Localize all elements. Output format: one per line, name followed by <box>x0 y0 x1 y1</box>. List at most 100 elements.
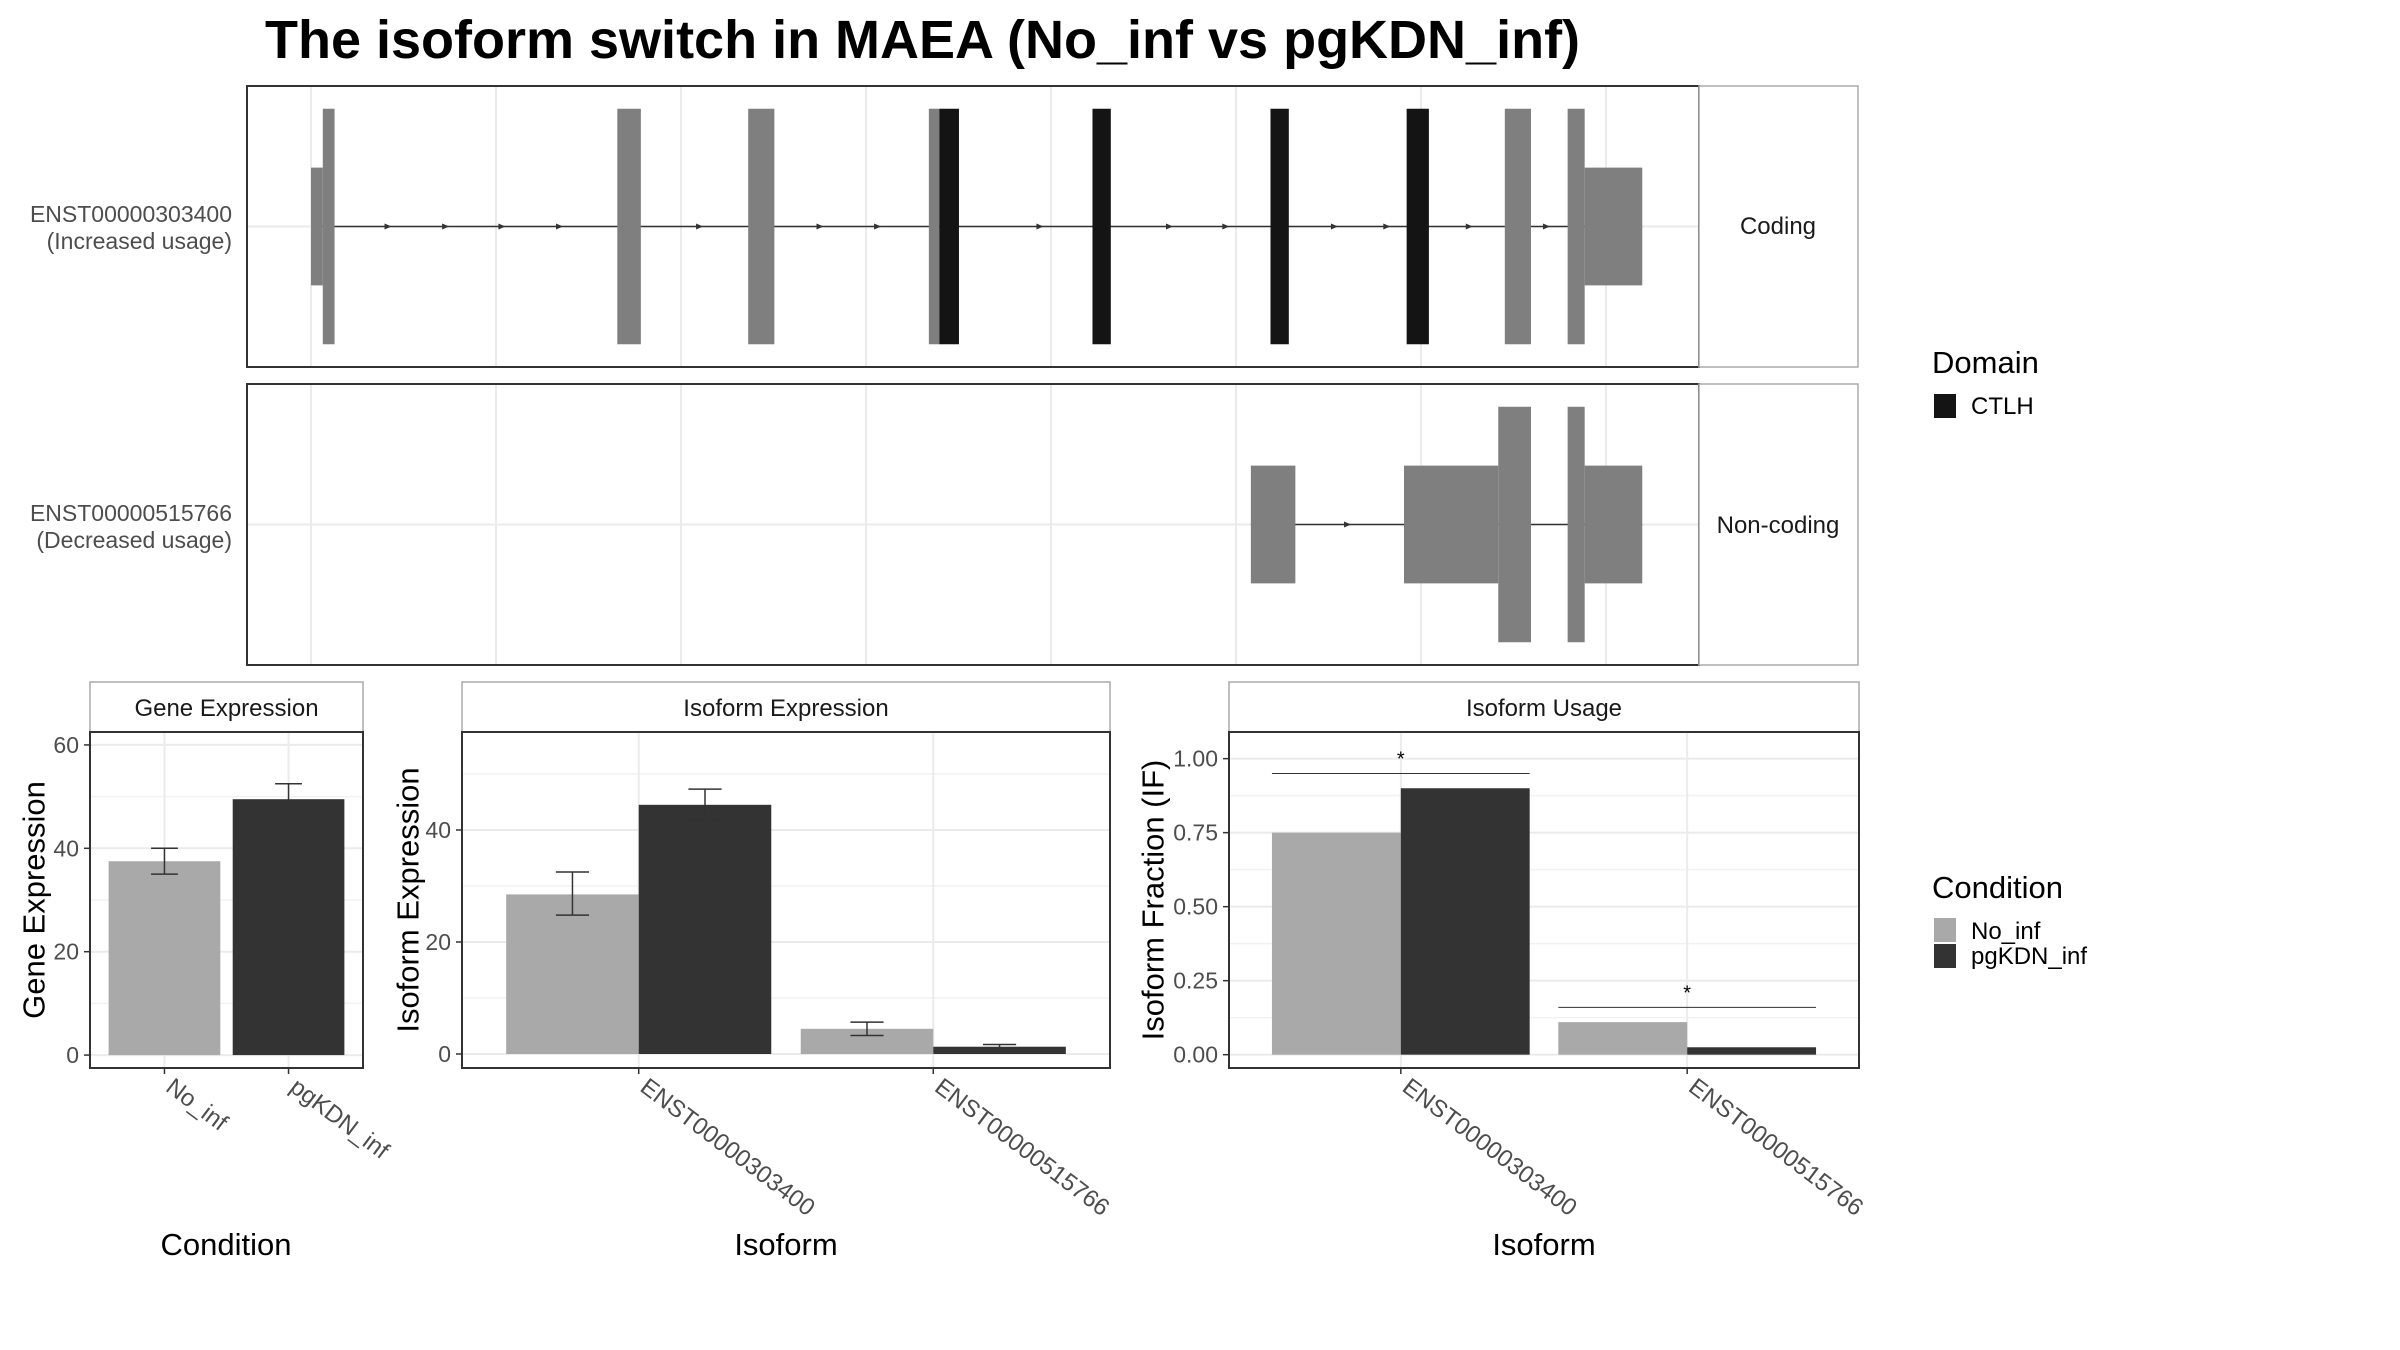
condition-legend-title: Condition <box>1932 870 2063 905</box>
x-tick-label: ENST00000515766 <box>1684 1073 1869 1221</box>
exon <box>1584 465 1643 584</box>
bar-pgkdn-inf <box>933 1046 1066 1054</box>
intron-direction-arrow <box>1344 521 1352 528</box>
plot-panel-border <box>89 731 364 1069</box>
x-axis-title: Isoform <box>1492 1227 1595 1262</box>
significance-star: * <box>1683 982 1691 1004</box>
intron-direction-arrow <box>1383 223 1391 230</box>
intron-direction-arrow <box>696 223 704 230</box>
facet-strip <box>89 681 364 733</box>
y-tick-label: 40 <box>53 835 79 861</box>
intron-direction-arrow <box>1330 223 1338 230</box>
isoform-expression-chart: Isoform Expression 0 20 40 ENST00000303400 EN… <box>390 681 1115 1262</box>
facet-label-coding: Coding <box>1740 213 1816 240</box>
exon <box>322 108 335 345</box>
y-tick-label: 0.75 <box>1173 820 1218 846</box>
intron-direction-arrow <box>874 223 882 230</box>
facet-strip-label: Isoform Expression <box>683 695 888 722</box>
exon <box>311 167 323 286</box>
exon <box>1504 108 1531 345</box>
isoform-label-2: ENST00000515766 <box>30 500 232 526</box>
y-tick-label: 0.50 <box>1173 894 1218 920</box>
y-tick-label: 0.25 <box>1173 968 1218 994</box>
exon <box>1498 406 1531 643</box>
condition-legend-key-pgkdn <box>1934 944 1956 968</box>
intron-direction-arrow <box>442 223 450 230</box>
y-tick-label: 20 <box>53 939 79 965</box>
structure-row-1: Coding ENST00000303400 (Increased usage) <box>30 85 1859 368</box>
facet-strip <box>1228 681 1860 733</box>
facet-strip-label: Isoform Usage <box>1466 695 1622 722</box>
structure-exons-1 <box>311 108 1643 345</box>
y-axis-title: Isoform Fraction (IF) <box>1135 760 1170 1041</box>
figure-title: The isoform switch in MAEA (No_inf vs pg… <box>265 10 1580 70</box>
bar-no-inf <box>506 894 639 1054</box>
exon <box>928 108 940 345</box>
isoform-usage-chart: Isoform Usage * * 0.00 0.25 0.50 0.75 1.00 ENST0… <box>1135 681 1869 1262</box>
domain-legend-label: CTLH <box>1971 393 2034 420</box>
condition-legend-label-no-inf: No_inf <box>1971 918 2041 945</box>
significance-star: * <box>1397 748 1405 770</box>
x-tick-label: No_inf <box>161 1073 233 1137</box>
facet-label-noncoding: Non-coding <box>1717 512 1840 539</box>
exon <box>1404 465 1499 584</box>
x-tick-label: ENST00000303400 <box>1397 1073 1582 1221</box>
facet-strip-coding <box>1698 85 1859 368</box>
intron-direction-arrow <box>1036 223 1044 230</box>
y-tick-label: 40 <box>425 817 451 843</box>
intron-direction-arrow <box>1465 223 1473 230</box>
bar-no-inf <box>108 861 221 1056</box>
y-tick-label: 20 <box>425 929 451 955</box>
condition-legend-key-no-inf <box>1934 918 1956 942</box>
intron-direction-arrow <box>556 223 564 230</box>
domain-legend-key <box>1934 394 1956 418</box>
structure-row-2: Non-coding ENST00000515766 (Decreased us… <box>30 383 1859 666</box>
intron-direction-arrow <box>384 223 392 230</box>
y-tick-label: 0 <box>438 1041 451 1067</box>
exon <box>1567 406 1585 643</box>
exon <box>617 108 641 345</box>
condition-legend-label-pgkdn: pgKDN_inf <box>1971 943 2087 970</box>
structure-exons-2 <box>1250 406 1643 643</box>
intron-direction-arrow <box>1543 223 1551 230</box>
y-tick-label: 0 <box>66 1042 79 1068</box>
bar-no-inf <box>1271 832 1401 1055</box>
facet-strip <box>461 681 1111 733</box>
bar-no-inf <box>1558 1022 1688 1055</box>
intron-direction-arrow <box>1222 223 1230 230</box>
exon <box>1584 167 1643 286</box>
usage-label-2: (Decreased usage) <box>36 527 232 553</box>
y-axis-title: Isoform Expression <box>390 767 425 1032</box>
domain-legend: Domain CTLH <box>1932 345 2039 420</box>
gene-expression-chart: Gene Expression 0 20 40 60 No_inf pgKDN_inf Con… <box>16 681 394 1262</box>
facet-strip-label: Gene Expression <box>134 695 318 722</box>
bar-pgkdn-inf <box>1400 788 1530 1055</box>
isoform-label-1: ENST00000303400 <box>30 201 232 227</box>
x-axis-title: Condition <box>161 1227 292 1262</box>
facet-strip-noncoding <box>1698 383 1859 666</box>
domain-exon <box>1270 108 1289 345</box>
bar-pgkdn-inf <box>232 799 345 1056</box>
x-tick-label: ENST00000303400 <box>635 1073 820 1221</box>
domain-legend-title: Domain <box>1932 345 2039 380</box>
bar-pgkdn-inf <box>1687 1047 1817 1055</box>
exon <box>1567 108 1585 345</box>
exon <box>748 108 775 345</box>
intron-direction-arrow <box>1166 223 1174 230</box>
y-axis-title: Gene Expression <box>16 781 51 1019</box>
domain-exon <box>939 108 959 345</box>
intron-direction-arrow <box>498 223 506 230</box>
condition-legend: Condition No_inf pgKDN_inf <box>1932 870 2087 970</box>
x-tick-label: pgKDN_inf <box>285 1073 394 1165</box>
bar-pgkdn-inf <box>638 804 772 1054</box>
domain-exon <box>1092 108 1111 345</box>
exon <box>1250 465 1296 584</box>
intron-direction-arrow <box>816 223 824 230</box>
x-tick-label: ENST00000515766 <box>930 1073 1115 1221</box>
y-tick-label: 0.00 <box>1173 1042 1218 1068</box>
plot-panel-border <box>461 731 1111 1069</box>
x-axis-title: Isoform <box>734 1227 837 1262</box>
usage-label-1: (Increased usage) <box>47 228 232 254</box>
y-tick-label: 60 <box>53 732 79 758</box>
